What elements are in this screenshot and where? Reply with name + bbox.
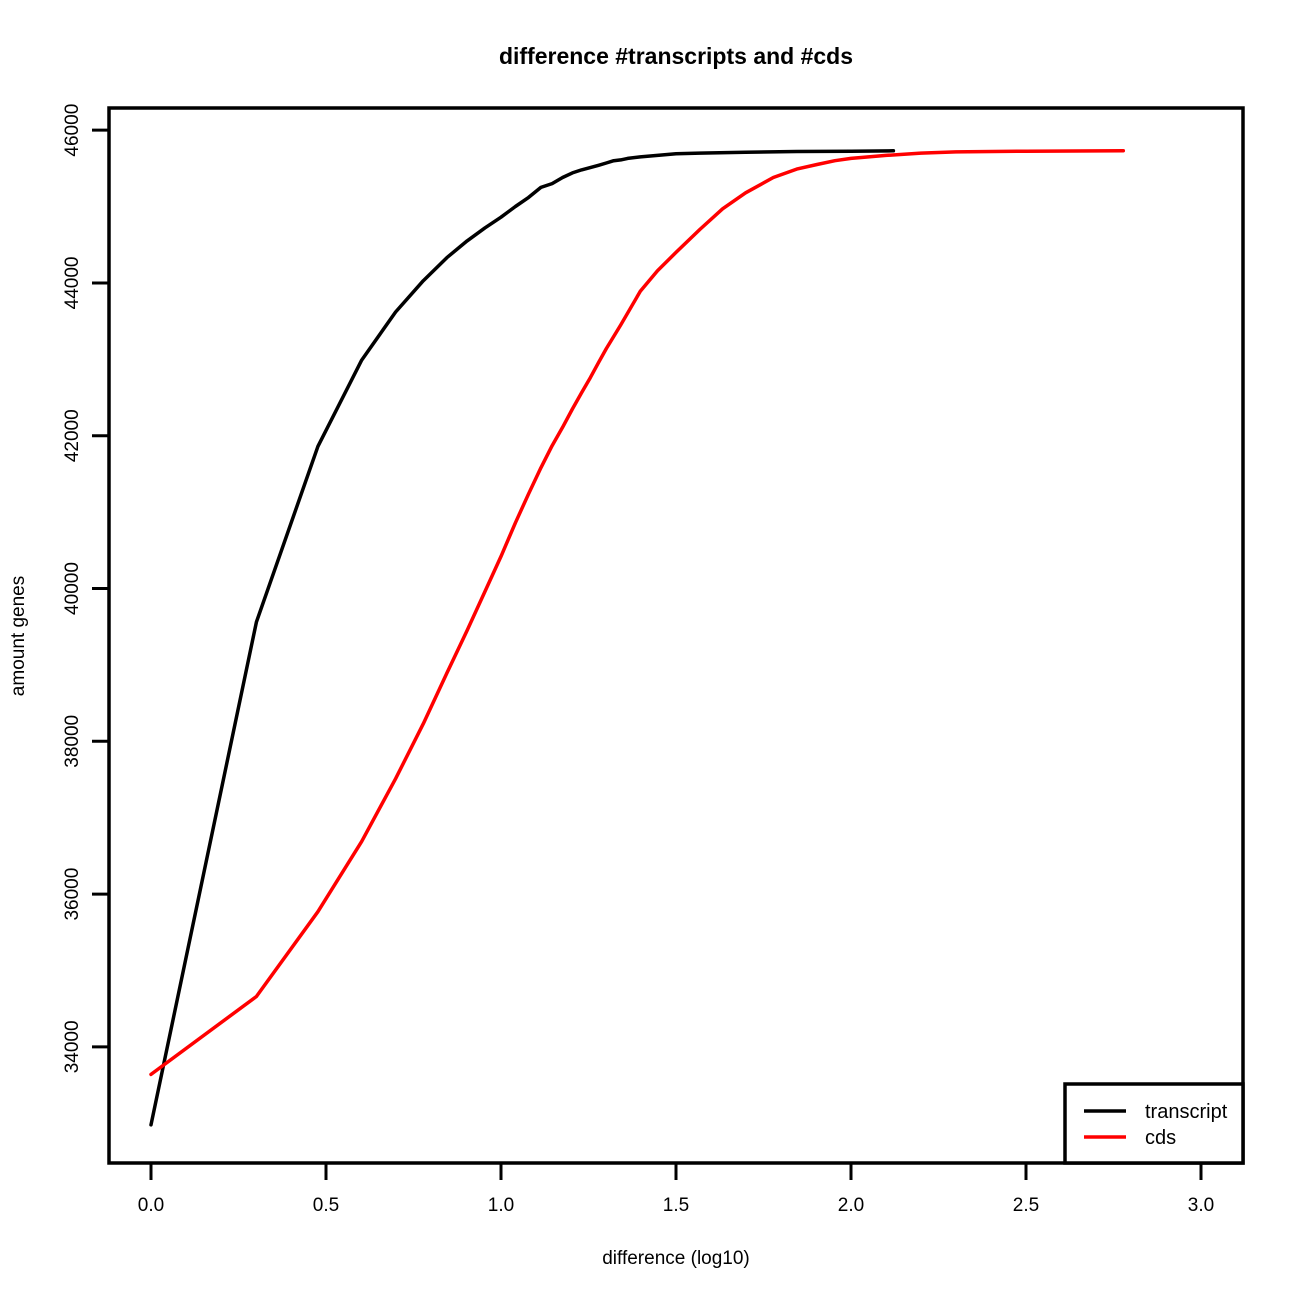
- x-tick-label: 0.0: [138, 1195, 164, 1216]
- series-line-transcript: [149, 149, 896, 1127]
- chart-title: difference #transcripts and #cds: [499, 43, 853, 69]
- y-tick-label: 34000: [62, 1020, 83, 1073]
- legend-label-transcript: transcript: [1145, 1101, 1228, 1123]
- legend-label-cds: cds: [1145, 1127, 1176, 1149]
- y-tick-label: 40000: [62, 562, 83, 615]
- x-axis: 0.0 0.5 1.0 1.5 2.0 2.5 3.0: [138, 1161, 1214, 1216]
- legend: transcript cds: [1063, 1082, 1245, 1165]
- x-tick-label: 3.0: [1188, 1195, 1214, 1216]
- x-tick-label: 2.0: [838, 1195, 864, 1216]
- x-tick-label: 2.5: [1013, 1195, 1039, 1216]
- x-tick-label: 0.5: [313, 1195, 339, 1216]
- x-tick-label: 1.0: [488, 1195, 514, 1216]
- x-axis-label: difference (log10): [602, 1248, 750, 1269]
- y-tick-label: 46000: [62, 104, 83, 157]
- y-tick-label: 44000: [62, 257, 83, 310]
- y-tick-label: 38000: [62, 715, 83, 768]
- y-axis: 34000 36000 38000 40000 42000 44000 46000: [62, 104, 111, 1073]
- y-tick-label: 42000: [62, 409, 83, 462]
- x-tick-label: 1.5: [663, 1195, 689, 1216]
- series-line-cds: [149, 149, 1126, 1077]
- y-tick-label: 36000: [62, 868, 83, 921]
- series-lines: [149, 149, 1126, 1127]
- legend-box: [1063, 1082, 1245, 1165]
- y-axis-label: amount genes: [8, 576, 29, 696]
